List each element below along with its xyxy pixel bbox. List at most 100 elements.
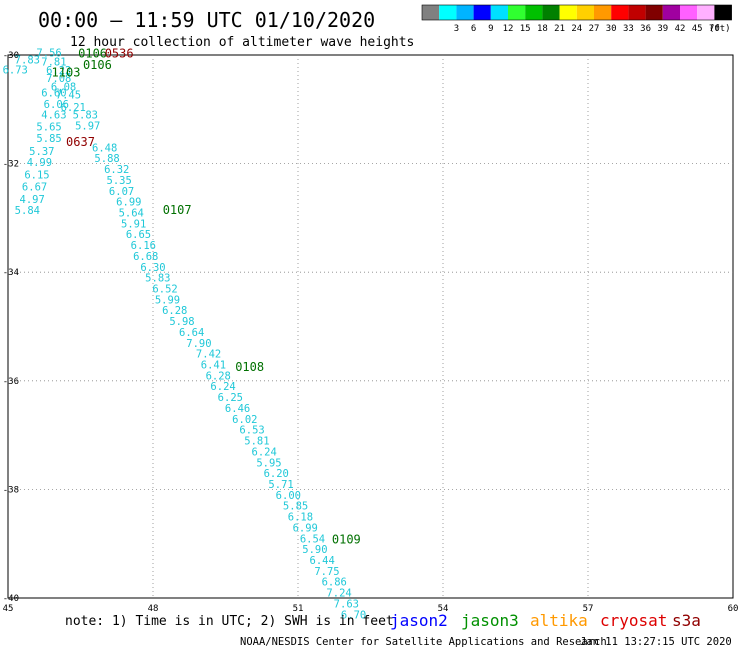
colorbar-swatch: [611, 5, 629, 20]
wave-height-label: 6.73: [3, 65, 28, 77]
wave-height-label: 5.97: [75, 121, 100, 133]
wave-height-label: 6.07: [109, 186, 134, 198]
wave-height-label: 4.97: [20, 194, 45, 206]
wave-height-label: 5.64: [119, 207, 144, 219]
x-tick-label: 54: [438, 604, 449, 614]
wave-height-label: 6.53: [239, 425, 264, 437]
wave-height-label: 6.99: [293, 522, 318, 534]
colorbar-label: 18: [537, 24, 548, 34]
chart-subtitle: 12 hour collection of altimeter wave hei…: [70, 35, 414, 50]
wave-height-label: 5.84: [15, 205, 40, 217]
colorbar-label: 36: [640, 24, 651, 34]
wave-height-label: 7.83: [15, 54, 40, 66]
satellite-legend: jason2 jason3 altika cryosat s3a: [390, 611, 701, 630]
colorbar-swatch: [542, 5, 560, 20]
colorbar-border: [421, 4, 732, 21]
colorbar-swatch: [662, 5, 680, 20]
colorbar-label: 39: [657, 24, 668, 34]
colorbar-label: 3: [454, 24, 459, 34]
footer-credit: NOAA/NESDIS Center for Satellite Applica…: [240, 636, 607, 648]
y-tick-label: -38: [3, 485, 19, 495]
colorbar-unit: (ft): [709, 24, 731, 34]
colorbar-label: 15: [520, 24, 531, 34]
wave-height-label: 7.63: [334, 598, 359, 610]
pass-time-label: 0109: [332, 532, 361, 546]
axis-ticks: 45 48 51 54 57 60 -30 -32 -34 -36 -38 -40: [3, 51, 739, 614]
wave-height-label: 7.81: [41, 57, 66, 69]
colorbar-swatch: [490, 5, 508, 20]
wave-height-label: 6.06: [44, 99, 69, 111]
wave-height-label: 7.08: [46, 73, 71, 85]
grid-lines: [8, 55, 733, 598]
wave-height-label: 6.48: [92, 142, 117, 154]
wave-height-label: 6.28: [206, 370, 231, 382]
plot-frame: [7, 54, 734, 599]
wave-height-label: 5.90: [302, 544, 327, 556]
x-tick-label: 45: [3, 604, 14, 614]
x-tick-label: 48: [148, 604, 159, 614]
wave-height-label: 6.18: [288, 512, 313, 524]
y-tick-label: -36: [3, 377, 19, 387]
wave-height-label: 6.16: [131, 240, 156, 252]
wave-height-label: 7.45: [56, 90, 81, 102]
colorbar-label: 21: [554, 24, 565, 34]
wave-height-label: 5.88: [94, 153, 119, 165]
wave-height-labels: 7.567.836.73 7.816.227.086.086.607.456.06…: [3, 47, 367, 621]
footer-note: note: 1) Time is in UTC; 2) SWH is in fe…: [65, 614, 394, 629]
colorbar-swatch: [439, 5, 457, 20]
wave-height-label: 5.37: [29, 146, 54, 158]
y-tick-label: -34: [3, 268, 19, 278]
pass-time-label: 0637: [66, 135, 95, 149]
chart-title: 00:00 – 11:59 UTC 01/10/2020: [38, 8, 375, 32]
footer-timestamp: Jan 11 13:27:15 UTC 2020: [580, 636, 732, 648]
colorbar-swatch: [456, 5, 474, 20]
pass-time-label: 0108: [235, 360, 264, 374]
pass-time-label: 0107: [163, 203, 192, 217]
wave-height-label: 6.68: [133, 251, 158, 263]
wave-height-label: 6.65: [126, 229, 151, 241]
wave-height-label: 6.15: [24, 169, 49, 181]
wave-height-label: 6.20: [264, 468, 289, 480]
wave-height-label: 6.30: [140, 262, 165, 274]
colorbar-label: 70: [709, 24, 720, 34]
wave-height-label: 6.24: [252, 446, 277, 458]
colorbar-label: 30: [606, 24, 617, 34]
pass-time-label: 1103: [52, 65, 81, 79]
wave-height-label: 7.42: [196, 349, 221, 361]
wave-height-label: 5.95: [256, 457, 281, 469]
wave-height-label: 6.44: [310, 555, 335, 567]
x-tick-label: 51: [293, 604, 304, 614]
colorbar-swatch: [525, 5, 543, 20]
satellite-legend-cryosat: cryosat: [600, 611, 667, 630]
wave-height-label: 7.56: [36, 47, 61, 59]
wave-height-label: 5.98: [169, 316, 194, 328]
wave-height-label: 6.08: [51, 81, 76, 93]
satellite-legend-s3a: s3a: [672, 611, 701, 630]
wave-height-label: 6.28: [162, 305, 187, 317]
colorbar-label: 24: [571, 24, 582, 34]
colorbar-label: 45: [692, 24, 703, 34]
wave-height-label: 6.00: [276, 490, 301, 502]
wave-height-label: 6.32: [104, 164, 129, 176]
wave-height-label: 6.02: [232, 414, 257, 426]
wave-height-label: 6.99: [116, 197, 141, 209]
wave-height-label: 5.35: [107, 175, 132, 187]
colorbar-swatch: [645, 5, 663, 20]
wave-height-label: 5.83: [73, 110, 98, 122]
wave-height-label: 6.64: [179, 327, 204, 339]
wave-height-label: 6.52: [152, 283, 177, 295]
wave-height-label: 6.86: [322, 577, 347, 589]
colorbar-swatch: [559, 5, 577, 20]
colorbar-legend: 3 6 9 12 15 18 21 24 27 30 33 36 39 42 45 70(ft): [421, 4, 732, 34]
colorbar-swatch: [508, 5, 526, 20]
x-tick-label: 57: [583, 604, 594, 614]
satellite-legend-jason2: jason2: [390, 611, 448, 630]
colorbar-label: 42: [675, 24, 686, 34]
wave-height-label: 5.85: [36, 133, 61, 145]
wave-height-label: 4.63: [41, 110, 66, 122]
pass-time-label: 0106: [78, 46, 107, 60]
colorbar-swatch: [628, 5, 646, 20]
wave-height-label: 5.85: [283, 501, 308, 513]
